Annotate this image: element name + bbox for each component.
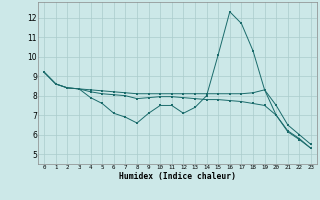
X-axis label: Humidex (Indice chaleur): Humidex (Indice chaleur)	[119, 172, 236, 181]
